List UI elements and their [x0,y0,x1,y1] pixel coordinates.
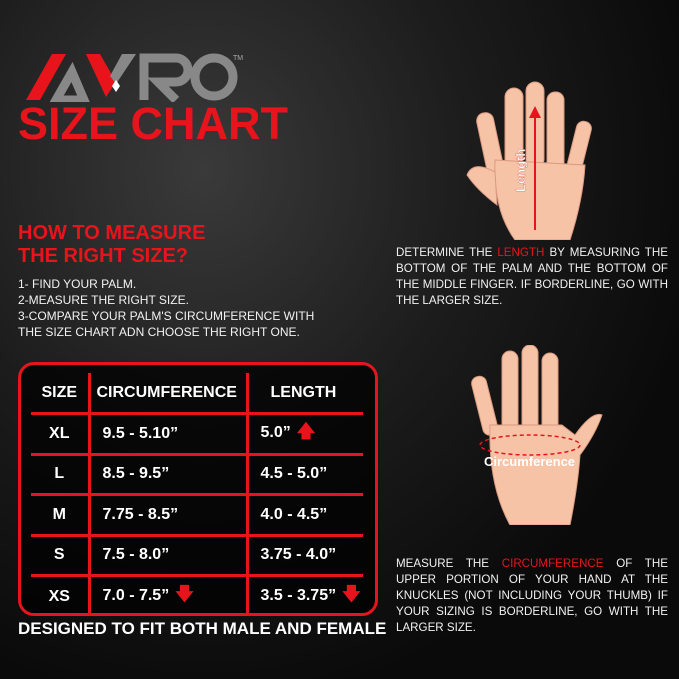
how-to-heading: HOW TO MEASURE THE RIGHT SIZE? [18,222,205,268]
circumference-cell: 7.5 - 8.0” [89,535,249,577]
arrow-up-icon: 🡅 [296,420,316,441]
size-cell: S [31,535,91,577]
page-title: SIZE CHART [18,98,288,149]
length-cell: 3.75 - 4.0” [247,535,363,577]
footer-note: DESIGNED TO FIT BOTH MALE AND FEMALE [18,619,387,638]
how-to-heading-line1: HOW TO MEASURE [18,222,206,244]
table-row: XL 9.5 - 5.10” 5.0” 🡅 [31,413,363,456]
length-cell: 3.5 - 3.75” 🡇 [247,576,363,617]
circumference-value: 7.0 - 7.5” [102,586,170,604]
circumference-value: 9.5 - 5.10” [102,424,179,442]
measure-steps: 1- FIND YOUR PALM. 2-MEASURE THE RIGHT S… [18,276,314,340]
step: 3-COMPARE YOUR PALM'S CIRCUMFERENCE WITH [18,309,315,323]
circumference-cell: 7.75 - 8.5” [89,494,249,537]
step: 1- FIND YOUR PALM. [18,277,137,291]
length-value: 3.5 - 3.75” [260,586,337,604]
arrow-down-icon: 🡇 [175,583,194,604]
circumference-cell: 8.5 - 9.5” [89,454,249,496]
text: OF THE UPPER PORTION OF YOUR HAND AT THE… [396,557,668,634]
length-cell: 4.0 - 4.5” [247,494,363,537]
text: BY MEASURING THE BOTTOM OF THE PALM AND … [396,246,668,307]
circumference-description: MEASURE THE CIRCUMFERENCE OF THE UPPER P… [396,556,668,636]
size-cell: M [31,494,91,537]
header-length: LENGTH [247,373,363,415]
header-size: SIZE [31,373,91,415]
length-description: DETERMINE THE LENGTH BY MEASURING THE BO… [396,245,668,309]
size-cell: XS [31,575,91,616]
table-header: SIZE CIRCUMFERENCE LENGTH [31,373,363,415]
header-circumference: CIRCUMFERENCE [89,373,249,415]
table-row: S 7.5 - 8.0” 3.75 - 4.0” [31,535,363,577]
size-table: SIZE CIRCUMFERENCE LENGTH XL 9.5 - 5.10”… [18,362,378,616]
length-value: 5.0” [260,423,291,441]
step: THE SIZE CHART ADN CHOOSE THE RIGHT ONE. [18,325,300,339]
text: DETERMINE THE [396,246,498,259]
table-row: M 7.75 - 8.5” 4.0 - 4.5” [31,494,363,537]
hand-length-diagram: Length [466,81,592,240]
ayro-logo: TM [26,53,243,102]
size-cell: L [31,454,91,496]
hand-circumference-diagram: Circumference [471,345,603,525]
text: MEASURE THE [396,557,502,570]
table-row: L 8.5 - 9.5” 4.5 - 5.0” [31,454,363,496]
svg-text:TM: TM [233,55,243,62]
length-cell: 4.5 - 5.0” [247,454,363,496]
size-cell: XL [31,413,91,456]
step: 2-MEASURE THE RIGHT SIZE. [18,293,189,307]
circumference-cell: 9.5 - 5.10” [89,413,249,456]
highlight: LENGTH [497,246,545,259]
circumference-cell: 7.0 - 7.5” 🡇 [89,575,249,616]
highlight: CIRCUMFERENCE [501,557,604,570]
arrow-down-icon: 🡇 [342,583,361,604]
how-to-heading-line2: THE RIGHT SIZE? [18,245,188,267]
length-label: Length [513,149,528,192]
length-cell: 5.0” 🡅 [247,413,363,456]
circumference-label: Circumference [484,454,575,469]
table-row: XS 7.0 - 7.5” 🡇 3.5 - 3.75” 🡇 [31,575,363,617]
